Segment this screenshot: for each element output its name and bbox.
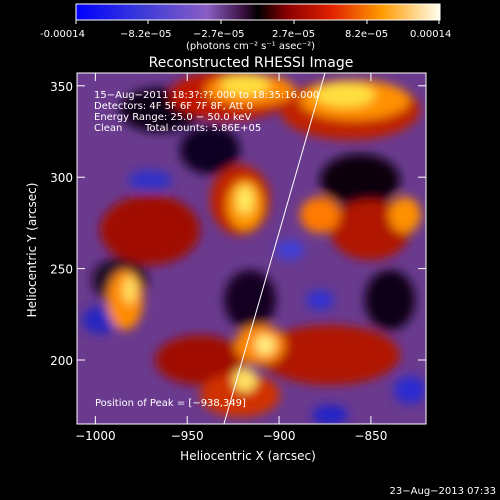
heatmap-image — [82, 73, 426, 424]
colorbar-ticks — [75, 20, 440, 24]
colorbar-tick-label: -0.00014 — [40, 29, 85, 40]
annotation-energy: Energy Range: 25.0 − 50.0 keV — [94, 112, 251, 123]
chart-title: Reconstructed RHESSI Image — [149, 55, 354, 71]
y-axis: 200 250 300 350 — [50, 80, 426, 368]
plot-frame — [76, 72, 427, 425]
annotation-time: 15−Aug−2011 18:3?:??.000 to 18:35:16.000 — [94, 90, 319, 101]
x-tick-label: −950 — [171, 429, 204, 443]
colorbar-tick-label: 2.7e−05 — [272, 29, 315, 40]
colorbar-tick-label: 8.2e−05 — [345, 29, 388, 40]
y-tick-label: 300 — [50, 171, 73, 185]
y-axis-label: Heliocentric Y (arcsec) — [25, 183, 39, 318]
colorbar-unit-label: (photons cm⁻² s⁻¹ asec⁻²) — [186, 41, 315, 52]
colorbar-tick-label: −2.7e−05 — [193, 29, 245, 40]
y-tick-label: 250 — [50, 263, 73, 277]
annotation-detectors: Detectors: 4F 5F 6F 7F 8F, Att 0 — [94, 101, 253, 112]
x-axis-label: Heliocentric X (arcsec) — [180, 449, 316, 463]
colorbar-tick-label: 0.00014 — [410, 29, 451, 40]
annotation-clean: Clean — [94, 123, 122, 134]
y-tick-label: 200 — [50, 354, 73, 368]
x-tick-label: −900 — [263, 429, 296, 443]
colorbar — [75, 3, 441, 21]
y-tick-label: 350 — [50, 80, 73, 94]
footer-date: 23−Aug−2013 07:33 — [390, 486, 496, 497]
peak-label: Position of Peak = [−938,349] — [95, 398, 246, 409]
x-tick-label: −1000 — [75, 429, 116, 443]
x-tick-label: −850 — [354, 429, 387, 443]
limb-line — [223, 72, 326, 425]
x-axis: −1000 −950 −900 −850 — [75, 73, 387, 443]
colorbar-tick-label: −8.2e−05 — [120, 29, 172, 40]
annotation-counts: Total counts: 5.86E+05 — [144, 123, 261, 134]
